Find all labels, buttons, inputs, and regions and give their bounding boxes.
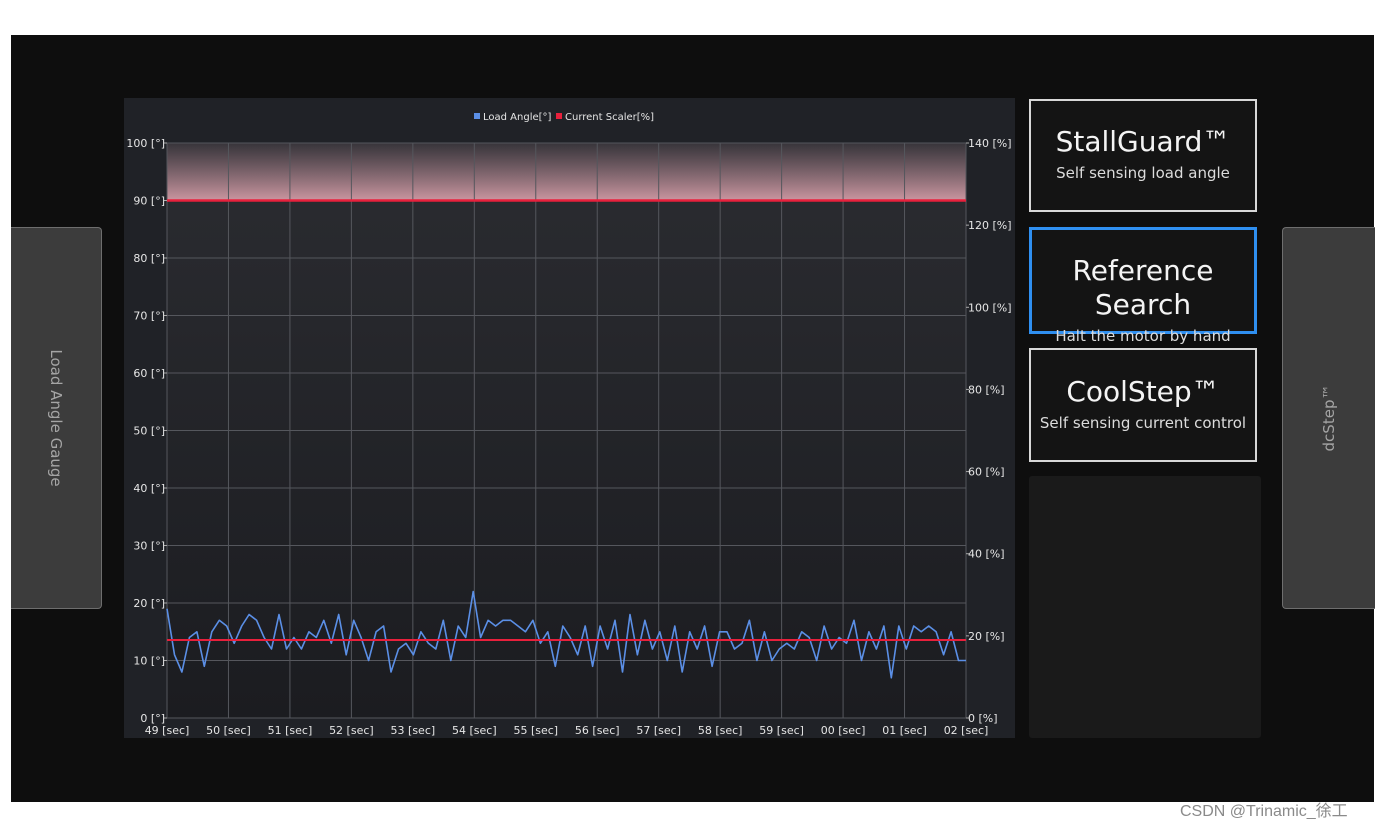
x-tick-label: 53 [sec]	[391, 724, 436, 737]
y-left-tick-label: 60 [°]	[133, 367, 165, 380]
x-tick-label: 55 [sec]	[513, 724, 558, 737]
y-left-tick-label: 0 [°]	[140, 712, 165, 725]
series-layer	[166, 199, 966, 679]
y-right-tick-label: 100 [%]	[968, 301, 1012, 314]
chart-legend: Load Angle[°] Current Scaler[%]	[474, 112, 654, 123]
reference-search-subtitle: Halt the motor by hand	[1055, 327, 1231, 345]
axis-layer: 0 [°] 10 [°] 20 [°] 30 [°] 40 [°] 50 [°] 60 [°…	[126, 137, 1011, 737]
y-left-tick-label: 30 [°]	[133, 540, 165, 553]
x-tick-label: 02 [sec]	[944, 724, 989, 737]
x-tick-label: 58 [sec]	[698, 724, 743, 737]
y-right-tick-label: 0 [%]	[968, 712, 998, 725]
x-tick-label: 59 [sec]	[759, 724, 804, 737]
x-tick-label: 56 [sec]	[575, 724, 620, 737]
legend-swatch	[556, 113, 562, 119]
reference-search-card[interactable]: Reference Search Halt the motor by hand	[1029, 227, 1257, 345]
x-tick-label: 57 [sec]	[636, 724, 681, 737]
y-left-tick-label: 100 [°]	[126, 137, 165, 150]
y-right-tick-label: 60 [%]	[968, 466, 1005, 479]
y-left-tick-label: 70 [°]	[133, 310, 165, 323]
dcstep-panel[interactable]: dcStep™	[1282, 227, 1375, 609]
stallguard-title: StallGuard™	[1055, 125, 1231, 158]
x-tick-label: 51 [sec]	[268, 724, 313, 737]
coolstep-title: CoolStep™	[1066, 375, 1220, 408]
empty-card-slot	[1029, 476, 1261, 738]
x-tick-label: 01 [sec]	[882, 724, 927, 737]
watermark: CSDN @Trinamic_徐工	[1180, 803, 1348, 820]
x-tick-label: 52 [sec]	[329, 724, 374, 737]
y-left-tick-label: 40 [°]	[133, 482, 165, 495]
x-tick-label: 54 [sec]	[452, 724, 497, 737]
x-tick-label: 50 [sec]	[206, 724, 251, 737]
y-right-tick-label: 20 [%]	[968, 630, 1005, 643]
legend-label: Current Scaler[%]	[565, 112, 654, 123]
dcstep-label: dcStep™	[1320, 384, 1338, 452]
y-left-tick-label: 20 [°]	[133, 597, 165, 610]
y-left-tick-label: 80 [°]	[133, 252, 165, 265]
stallguard-subtitle: Self sensing load angle	[1056, 164, 1230, 182]
coolstep-card[interactable]: CoolStep™ Self sensing current control	[1029, 348, 1257, 462]
x-tick-label: 00 [sec]	[821, 724, 866, 737]
load-angle-chart: 0 [°] 10 [°] 20 [°] 30 [°] 40 [°] 50 [°] 60 [°…	[124, 98, 1015, 738]
series-load-angle	[166, 590, 966, 679]
load-angle-gauge-panel[interactable]: Load Angle Gauge	[11, 227, 102, 609]
y-right-tick-label: 120 [%]	[968, 219, 1012, 232]
y-left-tick-label: 50 [°]	[133, 425, 165, 438]
y-left-tick-label: 10 [°]	[133, 655, 165, 668]
reference-search-title: Reference Search	[1072, 254, 1214, 321]
stall-threshold-zone	[167, 143, 966, 201]
load-angle-gauge-label: Load Angle Gauge	[47, 349, 65, 487]
app-screen: Load Angle Gauge 0 [°] 10 [°] 20 [°] 30 [°]…	[11, 35, 1375, 802]
legend-label: Load Angle[°]	[483, 112, 552, 123]
y-right-tick-label: 140 [%]	[968, 137, 1012, 150]
legend-swatch	[474, 113, 480, 119]
x-tick-label: 49 [sec]	[145, 724, 190, 737]
stallguard-card[interactable]: StallGuard™ Self sensing load angle	[1029, 99, 1257, 212]
chart-svg: 0 [°] 10 [°] 20 [°] 30 [°] 40 [°] 50 [°] 60 [°…	[124, 98, 1015, 738]
coolstep-subtitle: Self sensing current control	[1039, 414, 1247, 432]
y-right-tick-label: 80 [%]	[968, 383, 1005, 396]
y-right-tick-label: 40 [%]	[968, 548, 1005, 561]
y-left-tick-label: 90 [°]	[133, 195, 165, 208]
